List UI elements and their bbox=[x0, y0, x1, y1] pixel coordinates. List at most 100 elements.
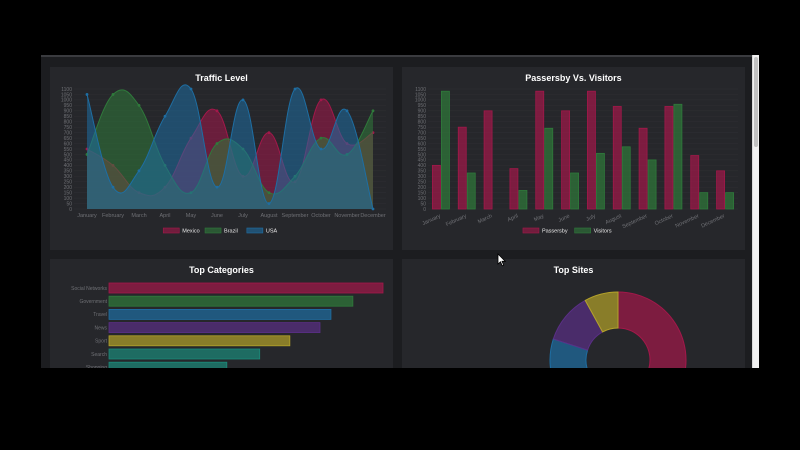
y-tick-label: 1050 bbox=[415, 92, 426, 98]
legend-label-brazil: Brazil bbox=[224, 229, 238, 235]
top-categories-chart: Social Networks Government Travel News Sport… bbox=[71, 282, 384, 368]
top-categories-title: Top Categories bbox=[189, 265, 254, 275]
bar-passersby bbox=[664, 106, 674, 210]
bar-visitors bbox=[699, 192, 709, 210]
y-tick-label: 450 bbox=[418, 158, 427, 164]
legend-label-passersby: Passersby bbox=[542, 229, 568, 235]
bar-passersby bbox=[561, 110, 570, 210]
data-point-mexico bbox=[319, 98, 323, 102]
y-tick-label: 850 bbox=[418, 114, 427, 120]
scrollbar-thumb[interactable] bbox=[754, 57, 758, 147]
category-label: Sport bbox=[95, 339, 108, 345]
x-tick-label: October bbox=[654, 213, 674, 227]
x-tick-label: January bbox=[421, 213, 441, 227]
y-tick-label: 600 bbox=[64, 141, 73, 147]
y-tick-label: 700 bbox=[418, 130, 427, 136]
data-point-brazil bbox=[137, 103, 141, 107]
data-point-usa bbox=[163, 114, 167, 118]
y-tick-label: 250 bbox=[418, 180, 427, 186]
data-point-usa bbox=[111, 185, 115, 189]
passersby-visitors-chart: 0501001502002503003504004505005506006507… bbox=[415, 87, 738, 235]
data-point-brazil bbox=[267, 191, 271, 195]
top-sites-title: Top Sites bbox=[553, 265, 594, 275]
bar-visitors bbox=[544, 127, 554, 210]
y-tick-label: 400 bbox=[64, 163, 73, 169]
bar-visitors bbox=[673, 103, 683, 210]
data-point-usa bbox=[241, 98, 245, 102]
y-tick-label: 1000 bbox=[61, 98, 72, 104]
category-bar bbox=[108, 309, 332, 320]
vertical-scrollbar[interactable] bbox=[752, 55, 759, 368]
y-tick-label: 950 bbox=[64, 103, 73, 109]
y-tick-label: 800 bbox=[64, 120, 73, 126]
y-tick-label: 100 bbox=[64, 196, 73, 202]
category-bar bbox=[108, 361, 228, 368]
bar-visitors bbox=[647, 159, 657, 210]
bar-passersby bbox=[509, 168, 519, 210]
data-point-brazil bbox=[215, 142, 219, 145]
mouse-cursor-icon bbox=[497, 253, 507, 267]
legend-label-mexico: Mexico bbox=[182, 229, 199, 235]
x-tick-label: May bbox=[186, 213, 197, 219]
category-label: Government bbox=[79, 299, 107, 305]
y-tick-label: 1100 bbox=[61, 87, 72, 93]
legend-label-usa: USA bbox=[266, 229, 278, 235]
y-tick-label: 1000 bbox=[415, 98, 426, 104]
x-tick-label: March bbox=[131, 213, 146, 219]
data-point-usa bbox=[371, 207, 375, 211]
y-tick-label: 550 bbox=[418, 147, 427, 153]
x-tick-label: January bbox=[77, 213, 97, 219]
data-point-brazil bbox=[111, 93, 115, 96]
x-tick-label: October bbox=[311, 213, 331, 219]
traffic-level-card: Traffic Level 0 50 100 150 200 250 300 350 400 45… bbox=[50, 67, 393, 250]
bar-passersby bbox=[587, 90, 596, 210]
category-label: Shopping bbox=[86, 365, 107, 368]
bar-passersby bbox=[457, 126, 467, 210]
top-sites-chart bbox=[549, 291, 687, 368]
legend-swatch-visitors bbox=[574, 227, 591, 234]
y-tick-label: 200 bbox=[418, 185, 427, 191]
y-tick-label: 200 bbox=[64, 185, 73, 191]
category-label: Search bbox=[91, 352, 107, 358]
data-point-usa bbox=[267, 202, 271, 205]
legend-swatch-usa bbox=[246, 227, 264, 234]
data-point-mexico bbox=[267, 131, 271, 135]
x-tick-label: June bbox=[211, 213, 223, 219]
data-point-usa bbox=[189, 87, 193, 91]
y-tick-label: 350 bbox=[64, 169, 73, 175]
x-tick-label: May bbox=[533, 213, 545, 223]
x-tick-label: September bbox=[282, 213, 309, 219]
data-point-brazil bbox=[319, 136, 323, 140]
y-tick-label: 300 bbox=[418, 174, 427, 180]
y-tick-label: 550 bbox=[64, 147, 73, 153]
data-point-usa bbox=[345, 109, 349, 113]
doughnut-slice bbox=[584, 291, 619, 333]
y-tick-label: 350 bbox=[418, 169, 427, 175]
bar-visitors bbox=[596, 152, 605, 210]
page-top-border bbox=[41, 55, 759, 57]
series-area-usa bbox=[87, 84, 373, 209]
category-label: Social Networks bbox=[71, 286, 107, 292]
y-tick-label: 850 bbox=[64, 114, 73, 120]
x-tick-label: February bbox=[445, 213, 468, 228]
bar-passersby bbox=[638, 127, 648, 210]
data-point-usa bbox=[293, 87, 297, 91]
doughnut-slice bbox=[617, 291, 687, 368]
bar-passersby bbox=[535, 90, 545, 210]
bar-visitors bbox=[725, 192, 734, 210]
y-tick-label: 700 bbox=[64, 130, 73, 136]
data-point-mexico bbox=[215, 109, 219, 113]
data-point-usa bbox=[85, 93, 89, 96]
bar-passersby bbox=[483, 110, 493, 210]
bar-visitors bbox=[570, 172, 579, 210]
y-tick-label: 600 bbox=[418, 141, 427, 147]
dashboard: Traffic Level 0 50 100 150 200 250 300 350 400 45… bbox=[41, 55, 753, 368]
legend-swatch-passersby bbox=[522, 227, 540, 234]
passersby-visitors-card: Passersby Vs. Visitors 0 50 100 150 200 250 30… bbox=[402, 67, 745, 250]
y-tick-label: 300 bbox=[64, 174, 73, 180]
data-point-usa bbox=[319, 147, 323, 151]
data-point-usa bbox=[215, 185, 219, 189]
bar-visitors bbox=[441, 90, 450, 210]
data-point-brazil bbox=[371, 109, 375, 113]
x-tick-label: November bbox=[675, 213, 701, 229]
